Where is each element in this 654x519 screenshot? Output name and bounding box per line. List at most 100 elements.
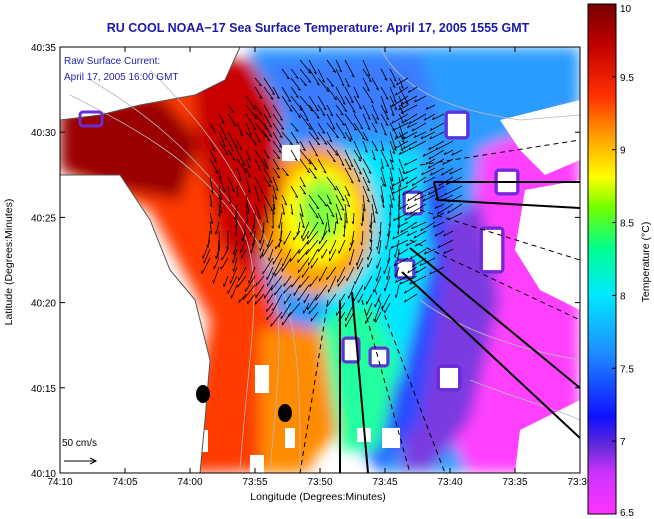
current-vector <box>326 293 337 308</box>
sst-plume-red <box>190 60 280 280</box>
current-vector-head <box>276 167 280 170</box>
current-vector-head <box>401 110 404 114</box>
current-vector-head <box>303 84 307 87</box>
current-vector-head <box>385 123 389 127</box>
current-vector <box>428 140 445 151</box>
current-vector <box>230 266 238 284</box>
current-vector-head <box>428 146 431 150</box>
current-vector <box>394 140 409 150</box>
current-vector-head <box>384 110 388 114</box>
current-vector-head <box>309 109 314 112</box>
current-vector <box>236 185 239 197</box>
current-vector <box>299 275 310 288</box>
current-vector <box>371 113 378 124</box>
current-vector-head <box>352 110 356 113</box>
current-vector <box>263 167 273 183</box>
current-vector-head <box>369 229 371 233</box>
current-vector <box>299 176 306 188</box>
current-vector <box>301 221 310 239</box>
current-vector-head <box>214 231 217 235</box>
current-vector-head <box>374 121 378 125</box>
current-vector <box>380 95 388 114</box>
current-vector-head <box>313 168 317 171</box>
current-vector-head <box>316 207 320 210</box>
current-vector-head <box>386 276 388 280</box>
current-vector-head <box>394 136 397 140</box>
current-vector-head <box>295 76 299 79</box>
current-vector <box>414 194 427 202</box>
current-vector <box>389 86 397 103</box>
current-vector-head <box>259 113 263 116</box>
current-vector-head <box>284 203 288 206</box>
current-vector-head <box>361 137 365 140</box>
current-vector <box>283 284 292 294</box>
current-vector <box>449 167 463 175</box>
current-vector <box>398 113 405 124</box>
current-vector <box>353 140 363 160</box>
current-vector-head <box>350 242 352 246</box>
current-vector-head <box>353 128 357 131</box>
current-vector <box>389 68 397 82</box>
current-vector <box>254 176 264 194</box>
current-vector-head <box>404 119 407 123</box>
current-vector <box>376 257 382 269</box>
current-vector <box>282 311 292 326</box>
current-vector-head <box>250 232 252 236</box>
current-vector <box>367 248 373 261</box>
current-vector-head <box>409 256 413 260</box>
current-vector <box>362 113 371 130</box>
current-vector-head <box>366 199 370 203</box>
current-vector-head <box>263 135 267 138</box>
current-vector <box>290 248 301 262</box>
current-vector-head <box>348 262 351 266</box>
current-vector <box>309 275 319 288</box>
current-vector <box>398 167 404 182</box>
current-vector-head <box>381 148 385 152</box>
current-vector <box>384 275 391 292</box>
current-vector <box>361 230 364 246</box>
current-vector <box>434 194 445 201</box>
current-vector <box>383 257 391 275</box>
current-vector <box>272 122 283 138</box>
current-vector <box>344 185 351 197</box>
current-vector <box>337 266 346 283</box>
current-vector <box>354 266 364 285</box>
current-vector <box>362 77 370 92</box>
current-vector <box>371 122 378 133</box>
current-vector <box>259 230 265 244</box>
current-vector <box>272 131 283 148</box>
current-vector <box>245 122 253 136</box>
current-vector-head <box>314 154 318 157</box>
colorbar-tick-label: 6.5 <box>620 508 634 519</box>
current-vector <box>245 149 252 162</box>
current-vector <box>380 167 387 187</box>
current-vector-head <box>425 106 428 110</box>
current-vector-head <box>253 128 257 131</box>
current-vector <box>254 203 262 220</box>
current-vector-head <box>219 210 223 214</box>
current-vector <box>263 203 269 223</box>
current-vector-head <box>423 180 426 184</box>
current-vector-head <box>393 217 396 221</box>
current-vector-head <box>215 255 217 259</box>
colorbar-gradient <box>587 3 617 515</box>
current-vector-head <box>359 156 363 160</box>
current-vector <box>337 275 346 287</box>
current-vector-head <box>329 139 333 143</box>
current-vector <box>308 302 319 315</box>
current-vector <box>307 248 319 266</box>
current-vector-head <box>345 220 348 224</box>
current-vector <box>386 266 391 280</box>
current-vector <box>218 131 226 147</box>
current-vector-head <box>437 211 440 215</box>
current-vector <box>282 248 292 267</box>
current-vector <box>298 239 310 254</box>
current-vector <box>281 68 290 80</box>
current-vector <box>272 257 283 276</box>
current-vector-head <box>247 175 251 178</box>
current-vector <box>326 77 335 87</box>
current-vector-head <box>414 197 417 201</box>
current-vector <box>281 86 292 102</box>
current-vector-head <box>268 116 272 119</box>
current-vector-head <box>271 225 274 229</box>
